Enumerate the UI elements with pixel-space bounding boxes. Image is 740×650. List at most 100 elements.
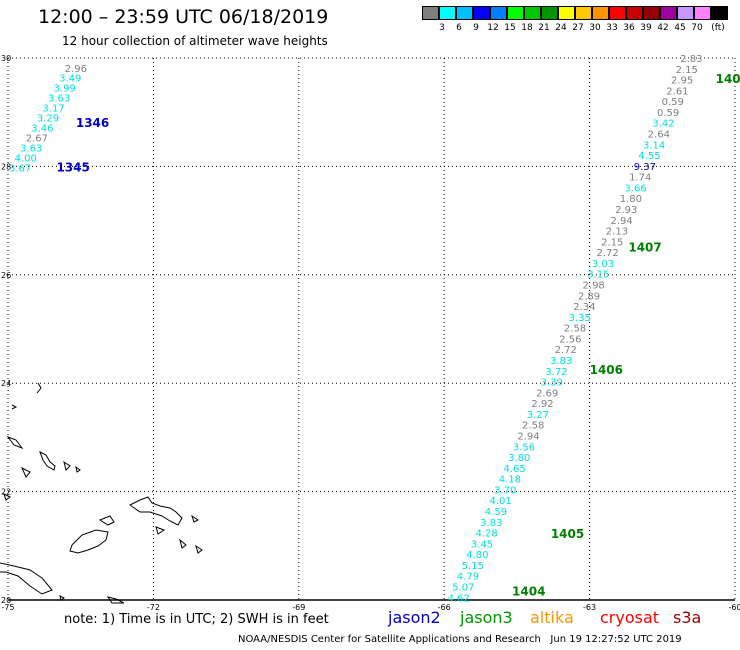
color-label: 3 bbox=[439, 23, 445, 33]
lat-tick-label: 28 bbox=[1, 162, 11, 171]
color-swatch bbox=[643, 6, 660, 20]
swh-label: 2.56 bbox=[559, 334, 581, 345]
color-swatch bbox=[609, 6, 626, 20]
lat-lon-grid bbox=[8, 58, 735, 600]
swh-label: 4.00 bbox=[15, 154, 37, 165]
color-swatch bbox=[626, 6, 643, 20]
note-text: note: 1) Time is in UTC; 2) SWH is in fe… bbox=[64, 612, 329, 627]
color-label: 15 bbox=[504, 23, 516, 33]
color-swatch bbox=[694, 6, 711, 20]
swh-label: 3.14 bbox=[643, 140, 665, 151]
swh-label: 2.83 bbox=[680, 54, 702, 65]
satellite-jason3: jason3 bbox=[460, 608, 513, 627]
swh-label: 3.56 bbox=[513, 442, 535, 453]
lon-tick-label: -63 bbox=[583, 603, 596, 612]
swh-label: 4.80 bbox=[466, 550, 488, 561]
swh-label: 2.13 bbox=[606, 227, 628, 238]
color-unit-label: (ft) bbox=[711, 23, 725, 33]
lat-tick-label: 24 bbox=[1, 379, 11, 388]
color-label: 30 bbox=[589, 23, 601, 33]
swh-label: 3.83 bbox=[480, 518, 502, 529]
swh-label: 4.79 bbox=[457, 572, 479, 583]
color-swatch bbox=[575, 6, 592, 20]
swh-label: 3.67 bbox=[9, 163, 31, 174]
swh-label: 4.01 bbox=[489, 496, 511, 507]
color-label: 36 bbox=[623, 23, 635, 33]
satellite-cryosat: cryosat bbox=[600, 608, 660, 627]
lat-tick-label: 22 bbox=[1, 488, 11, 497]
altimeter-tracks: 2.963.493.993.633.173.293.462.673.634.00… bbox=[9, 54, 740, 604]
swh-label: 2.15 bbox=[676, 65, 698, 76]
swh-label: 3.63 bbox=[48, 94, 70, 105]
pass-time-label: 1407 bbox=[628, 241, 661, 255]
credit-org: NOAA/NESDIS Center for Satellite Applica… bbox=[238, 634, 541, 645]
swh-label: 2.98 bbox=[583, 281, 605, 292]
swh-label: 3.17 bbox=[42, 104, 64, 115]
lat-tick-label: 20 bbox=[1, 596, 11, 605]
color-label: 70 bbox=[691, 23, 703, 33]
color-swatch bbox=[677, 6, 694, 20]
color-label: 21 bbox=[538, 23, 550, 33]
swh-label: 2.58 bbox=[522, 421, 544, 432]
swh-label: 3.66 bbox=[624, 183, 646, 194]
color-label: 12 bbox=[487, 23, 499, 33]
color-label: 6 bbox=[456, 23, 462, 33]
swh-label: 4.28 bbox=[476, 529, 498, 540]
satellite-jason2: jason2 bbox=[388, 608, 441, 627]
satellite-s3a: s3a bbox=[673, 608, 702, 627]
swh-label: 3.99 bbox=[54, 84, 76, 95]
color-swatch bbox=[558, 6, 575, 20]
color-label: 45 bbox=[674, 23, 686, 33]
lon-tick-label: -72 bbox=[147, 603, 160, 612]
swh-label: 3.80 bbox=[508, 453, 530, 464]
credit-line: NOAA/NESDIS Center for Satellite Applica… bbox=[238, 634, 682, 645]
swh-label: 3.45 bbox=[471, 539, 493, 550]
color-swatch bbox=[507, 6, 524, 20]
color-label: 42 bbox=[657, 23, 669, 33]
color-swatch bbox=[592, 6, 609, 20]
pass-time-label: 1404 bbox=[512, 584, 545, 598]
swh-label: 3.27 bbox=[527, 410, 549, 421]
pass-time-label: 1405 bbox=[551, 527, 584, 541]
swh-label: 4.55 bbox=[638, 151, 660, 162]
swh-label: 3.15 bbox=[587, 270, 609, 281]
color-label: 39 bbox=[640, 23, 652, 33]
swh-label: 0.59 bbox=[662, 97, 684, 108]
swh-label: 4.18 bbox=[499, 475, 521, 486]
pass-time-label: 1406 bbox=[590, 363, 623, 377]
color-label: 33 bbox=[606, 23, 618, 33]
swh-label: 4.65 bbox=[503, 464, 525, 475]
swh-label: 2.69 bbox=[536, 388, 558, 399]
swh-label: 0.59 bbox=[657, 108, 679, 119]
swh-label: 4.62 bbox=[448, 593, 470, 604]
color-swatch bbox=[473, 6, 490, 20]
swh-label: 5.15 bbox=[462, 561, 484, 572]
color-swatch bbox=[439, 6, 456, 20]
swh-label: 2.67 bbox=[26, 134, 48, 145]
swh-label: 3.39 bbox=[541, 378, 563, 389]
color-label: 27 bbox=[572, 23, 584, 33]
color-swatch bbox=[541, 6, 558, 20]
swh-label: 2.72 bbox=[596, 248, 618, 259]
color-swatch bbox=[524, 6, 541, 20]
swh-label: 4.59 bbox=[485, 507, 507, 518]
pass-time-label: 1345 bbox=[56, 160, 89, 174]
swh-label: 3.35 bbox=[569, 313, 591, 324]
color-label: 9 bbox=[473, 23, 479, 33]
swh-label: 9.37 bbox=[634, 162, 656, 173]
swh-label: 2.58 bbox=[564, 324, 586, 335]
swh-label: 3.63 bbox=[20, 144, 42, 155]
map-subtitle: 12 hour collection of altimeter wave hei… bbox=[62, 34, 328, 48]
credit-timestamp: Jun 19 12:27:52 UTC 2019 bbox=[550, 634, 682, 645]
axis-tick-labels: -75 -72 -69 -66 -63 -60 30 28 26 24 22 20 bbox=[1, 54, 740, 612]
swh-label: 3.72 bbox=[545, 367, 567, 378]
color-label: 24 bbox=[555, 23, 567, 33]
lat-tick-label: 26 bbox=[1, 271, 11, 280]
pass-time-label: 1346 bbox=[76, 116, 109, 130]
color-swatch bbox=[422, 6, 439, 20]
swh-label: 2.94 bbox=[517, 432, 539, 443]
color-label: 18 bbox=[521, 23, 533, 33]
swh-label: 3.29 bbox=[37, 114, 59, 125]
swh-label: 3.46 bbox=[31, 124, 53, 135]
satellite-altika: altika bbox=[530, 608, 574, 627]
